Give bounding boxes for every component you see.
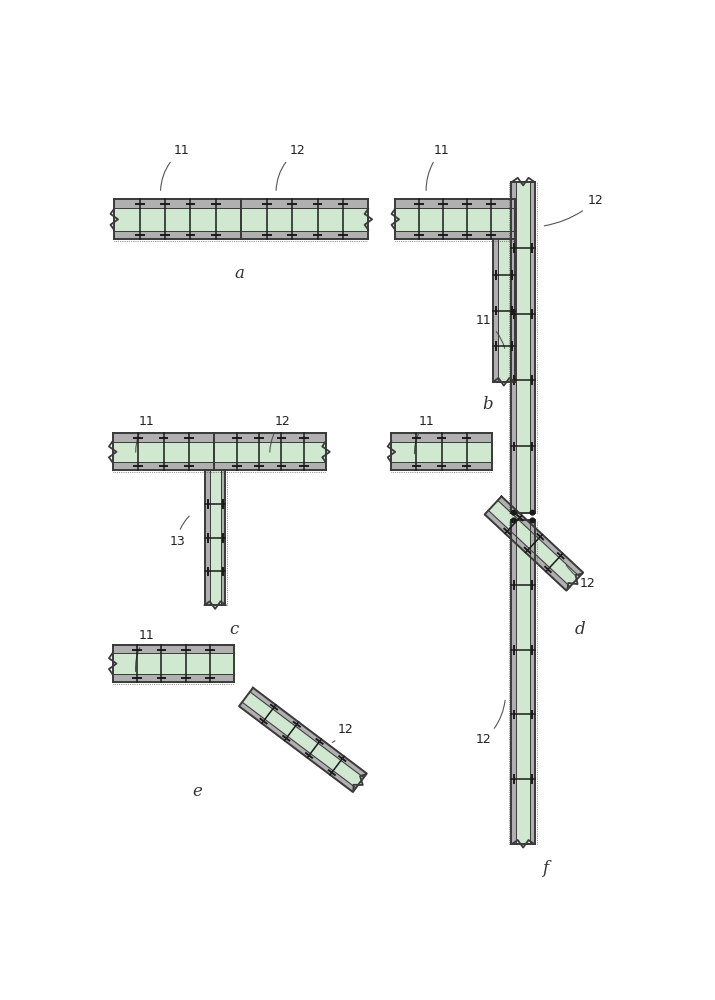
Circle shape: [511, 510, 516, 515]
Polygon shape: [239, 688, 367, 792]
Bar: [392, 433, 492, 470]
Bar: [530, 520, 536, 844]
Bar: [493, 239, 515, 382]
Bar: [113, 645, 235, 682]
Text: 11: 11: [426, 144, 450, 190]
Polygon shape: [485, 496, 583, 591]
Text: 12: 12: [476, 700, 505, 746]
Bar: [395, 199, 515, 208]
Bar: [113, 433, 214, 442]
Bar: [242, 199, 368, 239]
Text: 11: 11: [476, 314, 505, 348]
Text: 11: 11: [161, 144, 190, 190]
Circle shape: [530, 510, 535, 515]
Bar: [113, 674, 235, 682]
Bar: [242, 231, 368, 239]
Text: 13: 13: [169, 516, 189, 548]
Polygon shape: [485, 510, 570, 591]
Bar: [395, 199, 515, 239]
Bar: [114, 199, 242, 208]
Text: 12: 12: [332, 723, 353, 742]
Bar: [392, 462, 492, 470]
Bar: [511, 182, 536, 513]
Bar: [530, 182, 536, 513]
Text: d: d: [575, 621, 586, 638]
Text: c: c: [229, 621, 238, 638]
Bar: [242, 199, 368, 208]
Text: 11: 11: [136, 415, 154, 452]
Circle shape: [511, 518, 516, 523]
Circle shape: [530, 518, 535, 523]
Bar: [113, 433, 214, 470]
Text: a: a: [235, 265, 245, 282]
Text: 12: 12: [276, 144, 305, 190]
Bar: [205, 470, 209, 605]
Bar: [511, 520, 516, 844]
Polygon shape: [239, 702, 356, 792]
Text: 12: 12: [544, 194, 603, 226]
Bar: [114, 199, 242, 239]
Bar: [511, 520, 536, 844]
Bar: [510, 239, 515, 382]
Bar: [113, 462, 214, 470]
Bar: [511, 182, 516, 513]
Text: 12: 12: [270, 415, 290, 452]
Text: 12: 12: [566, 565, 596, 590]
Bar: [113, 645, 235, 653]
Bar: [493, 239, 498, 382]
Bar: [221, 470, 225, 605]
Text: b: b: [483, 396, 493, 413]
Bar: [395, 231, 515, 239]
Text: e: e: [192, 783, 202, 800]
Text: 11: 11: [415, 415, 434, 454]
Text: f: f: [543, 860, 548, 877]
Polygon shape: [498, 496, 583, 577]
Bar: [214, 462, 326, 470]
Text: 11: 11: [135, 629, 154, 672]
Bar: [214, 433, 326, 470]
Bar: [205, 470, 225, 605]
Polygon shape: [250, 688, 367, 778]
Bar: [392, 433, 492, 442]
Bar: [214, 433, 326, 442]
Bar: [114, 231, 242, 239]
